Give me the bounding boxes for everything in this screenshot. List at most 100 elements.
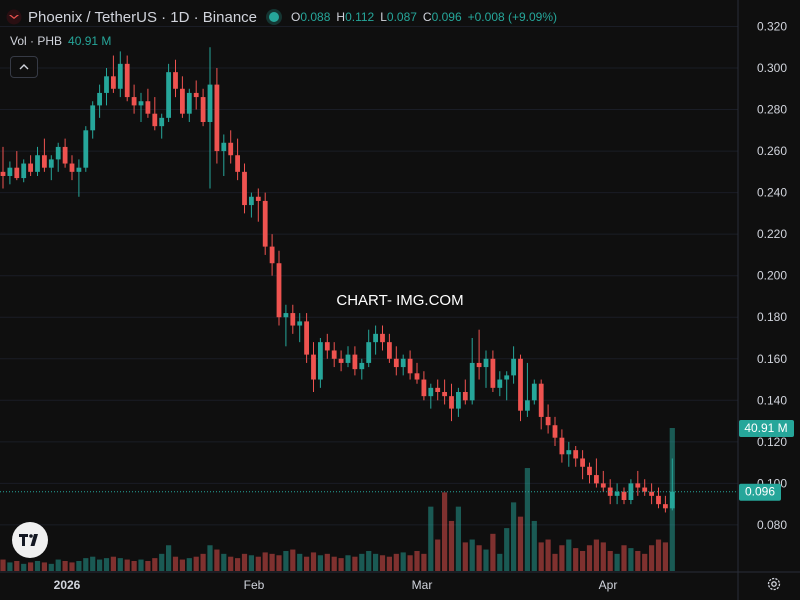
candle-body[interactable] bbox=[318, 342, 323, 380]
candle-body[interactable] bbox=[131, 97, 137, 106]
candle-body[interactable] bbox=[442, 392, 447, 397]
candle-body[interactable] bbox=[311, 354, 316, 380]
candle-body[interactable] bbox=[559, 437, 565, 455]
candle-body[interactable] bbox=[221, 142, 227, 152]
candle-body[interactable] bbox=[207, 84, 213, 122]
candle-body[interactable] bbox=[249, 196, 254, 206]
candle-body[interactable] bbox=[352, 354, 358, 370]
gear-icon[interactable] bbox=[766, 576, 782, 592]
candle-body[interactable] bbox=[469, 362, 475, 401]
candle-body[interactable] bbox=[366, 342, 372, 363]
candle-body[interactable] bbox=[276, 263, 282, 318]
candle-body[interactable] bbox=[7, 167, 13, 176]
candle-body[interactable] bbox=[400, 358, 406, 368]
candle-body[interactable] bbox=[331, 350, 337, 359]
candle-body[interactable] bbox=[600, 483, 606, 488]
candle-body[interactable] bbox=[138, 101, 144, 106]
candle-body[interactable] bbox=[283, 313, 289, 318]
candle-body[interactable] bbox=[580, 458, 585, 467]
candle-body[interactable] bbox=[380, 333, 385, 343]
candle-body[interactable] bbox=[269, 246, 275, 264]
candle-body[interactable] bbox=[117, 63, 123, 89]
candle-body[interactable] bbox=[304, 321, 309, 355]
candle-body[interactable] bbox=[594, 475, 599, 484]
candle-body[interactable] bbox=[83, 130, 89, 168]
candle-body[interactable] bbox=[62, 146, 68, 164]
candle-body[interactable] bbox=[262, 200, 268, 247]
candle-body[interactable] bbox=[159, 117, 165, 127]
collapse-legend-button[interactable] bbox=[10, 56, 38, 78]
candle-body[interactable] bbox=[28, 163, 33, 172]
tradingview-logo-icon[interactable] bbox=[12, 522, 48, 558]
candle-body[interactable] bbox=[200, 97, 206, 122]
candle-body[interactable] bbox=[552, 425, 558, 438]
candle-body[interactable] bbox=[124, 63, 130, 98]
candle-body[interactable] bbox=[587, 466, 592, 476]
candle-body[interactable] bbox=[456, 392, 461, 409]
candle-body[interactable] bbox=[186, 92, 192, 114]
candle-body[interactable] bbox=[14, 167, 20, 179]
candle-body[interactable] bbox=[69, 163, 75, 172]
candle-body[interactable] bbox=[387, 342, 392, 359]
symbol-title[interactable]: Phoenix / TetherUS · 1D · Binance bbox=[28, 8, 258, 26]
candle-body[interactable] bbox=[235, 155, 240, 172]
candle-body[interactable] bbox=[497, 379, 503, 388]
candle-body[interactable] bbox=[649, 491, 654, 496]
candle-body[interactable] bbox=[531, 383, 537, 401]
candle-body[interactable] bbox=[90, 105, 96, 131]
candle-body[interactable] bbox=[414, 373, 420, 380]
candle-body[interactable] bbox=[635, 483, 641, 488]
candle-body[interactable] bbox=[476, 362, 482, 368]
candle-body[interactable] bbox=[145, 101, 151, 114]
candle-body[interactable] bbox=[518, 358, 523, 411]
candle-body[interactable] bbox=[538, 383, 544, 417]
candle-body[interactable] bbox=[166, 72, 171, 118]
candle-body[interactable] bbox=[180, 88, 185, 114]
candle-body[interactable] bbox=[663, 504, 668, 509]
candle-body[interactable] bbox=[297, 321, 303, 326]
candle-body[interactable] bbox=[490, 358, 496, 388]
candle-body[interactable] bbox=[324, 342, 330, 351]
candle-body[interactable] bbox=[359, 362, 365, 370]
candle-body[interactable] bbox=[435, 387, 441, 392]
candle-body[interactable] bbox=[214, 84, 220, 152]
candle-body[interactable] bbox=[242, 171, 247, 206]
candle-body[interactable] bbox=[97, 92, 102, 106]
candle-body[interactable] bbox=[111, 76, 116, 89]
candle-body[interactable] bbox=[228, 142, 234, 156]
candle-body[interactable] bbox=[338, 358, 344, 363]
candle-body[interactable] bbox=[345, 354, 351, 363]
candle-body[interactable] bbox=[428, 387, 434, 397]
candle-body[interactable] bbox=[421, 379, 427, 397]
candle-body[interactable] bbox=[290, 313, 296, 326]
candle-body[interactable] bbox=[669, 491, 675, 509]
candle-body[interactable] bbox=[545, 416, 551, 426]
candle-body[interactable] bbox=[104, 76, 109, 93]
candle-body[interactable] bbox=[393, 358, 399, 368]
candle-body[interactable] bbox=[55, 146, 61, 160]
candle-body[interactable] bbox=[525, 400, 530, 411]
candle-body[interactable] bbox=[193, 92, 199, 98]
candle-body[interactable] bbox=[607, 487, 613, 496]
candle-body[interactable] bbox=[449, 396, 454, 409]
candle-body[interactable] bbox=[566, 450, 572, 455]
candle-body[interactable] bbox=[573, 450, 579, 459]
candle-body[interactable] bbox=[504, 375, 510, 380]
candle-body[interactable] bbox=[0, 171, 6, 176]
candle-body[interactable] bbox=[462, 392, 468, 401]
candle-body[interactable] bbox=[621, 491, 627, 500]
candle-body[interactable] bbox=[76, 167, 82, 172]
candle-body[interactable] bbox=[373, 333, 378, 343]
candle-body[interactable] bbox=[21, 163, 27, 179]
candle-body[interactable] bbox=[642, 487, 648, 492]
candle-body[interactable] bbox=[511, 358, 516, 376]
candle-body[interactable] bbox=[656, 495, 661, 505]
candle-body[interactable] bbox=[35, 155, 40, 172]
candle-body[interactable] bbox=[483, 358, 489, 368]
candle-body[interactable] bbox=[152, 113, 158, 127]
candle-body[interactable] bbox=[255, 196, 261, 201]
candle-body[interactable] bbox=[407, 358, 413, 374]
candle-body[interactable] bbox=[48, 159, 54, 168]
candle-body[interactable] bbox=[173, 72, 178, 89]
